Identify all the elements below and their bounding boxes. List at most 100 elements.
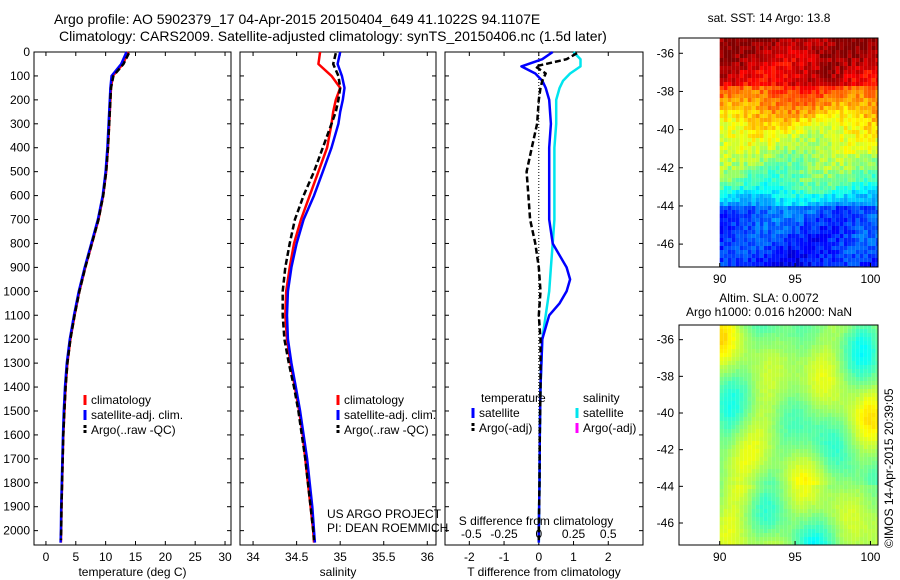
map-cell xyxy=(795,457,800,461)
map-cell xyxy=(727,425,732,429)
map-cell xyxy=(743,218,748,222)
map-cell xyxy=(851,102,856,106)
map-cell xyxy=(871,409,876,413)
map-cell xyxy=(851,234,856,238)
map-cell xyxy=(799,393,804,397)
map-cell xyxy=(851,78,856,82)
map-heatmap xyxy=(719,325,878,545)
map-cell xyxy=(719,449,724,453)
map-cell xyxy=(719,162,724,166)
map-cell xyxy=(867,329,872,333)
map-cell xyxy=(779,325,784,329)
map-cell xyxy=(863,198,868,202)
map-cell xyxy=(799,146,804,150)
map-cell xyxy=(775,429,780,433)
map-cell xyxy=(759,102,764,106)
map-cell xyxy=(779,381,784,385)
map-cell xyxy=(835,489,840,493)
map-cell xyxy=(759,409,764,413)
map-cell xyxy=(815,230,820,234)
map-cell xyxy=(771,170,776,174)
map-cell xyxy=(755,345,760,349)
x-tick-label: 34.5 xyxy=(285,550,309,564)
map-cell xyxy=(719,90,724,94)
map-cell xyxy=(747,469,752,473)
map-cell xyxy=(827,433,832,437)
map-cell xyxy=(775,433,780,437)
map-cell xyxy=(799,425,804,429)
map-cell xyxy=(827,106,832,110)
map-cell xyxy=(755,381,760,385)
y-tick-label: 1100 xyxy=(4,308,30,322)
map-cell xyxy=(747,489,752,493)
map-cell xyxy=(771,413,776,417)
map-cell xyxy=(787,134,792,138)
map-cell xyxy=(783,453,788,457)
map-cell xyxy=(751,397,756,401)
legend-label: climatology xyxy=(91,393,151,407)
map-cell xyxy=(799,154,804,158)
map-cell xyxy=(759,425,764,429)
map-cell xyxy=(747,174,752,178)
map-cell xyxy=(755,178,760,182)
map-cell xyxy=(771,389,776,393)
map-border xyxy=(678,324,879,546)
map-cell xyxy=(763,529,768,533)
map-cell xyxy=(867,194,872,198)
map-cell xyxy=(767,90,772,94)
map-cell xyxy=(755,337,760,341)
map-cell xyxy=(835,397,840,401)
map-cell xyxy=(819,210,824,214)
map-cell xyxy=(819,110,824,114)
map-cell xyxy=(807,230,812,234)
map-cell xyxy=(743,509,748,513)
map-cell xyxy=(747,365,752,369)
map-cell xyxy=(767,465,772,469)
map-cell xyxy=(791,505,796,509)
map-cell xyxy=(835,130,840,134)
map-cell xyxy=(795,138,800,142)
map-cell xyxy=(727,377,732,381)
map-cell xyxy=(799,150,804,154)
map-cell xyxy=(763,493,768,497)
map-cell xyxy=(767,525,772,529)
map-cell xyxy=(719,437,724,441)
map-cell xyxy=(835,142,840,146)
map-cell xyxy=(759,413,764,417)
map-cell xyxy=(847,481,852,485)
map-cell xyxy=(827,485,832,489)
map-cell xyxy=(843,122,848,126)
map-cell xyxy=(795,262,800,266)
map-cell xyxy=(771,421,776,425)
map-cell xyxy=(739,262,744,266)
map-cell xyxy=(783,134,788,138)
map-cell xyxy=(739,509,744,513)
map-cell xyxy=(867,226,872,230)
map-cell xyxy=(719,397,724,401)
map-cell xyxy=(771,533,776,537)
map-cell xyxy=(871,146,876,150)
map-cell xyxy=(859,150,864,154)
map-cell xyxy=(727,457,732,461)
map-cell xyxy=(787,521,792,525)
map-cell xyxy=(743,202,748,206)
map-cell xyxy=(739,54,744,58)
map-cell xyxy=(767,473,772,477)
map-cell xyxy=(815,509,820,513)
map-cell xyxy=(731,234,736,238)
map-cell xyxy=(739,58,744,62)
map-cell xyxy=(867,449,872,453)
map-cell xyxy=(739,178,744,182)
map-cell xyxy=(763,202,768,206)
map-cell xyxy=(795,497,800,501)
map-cell xyxy=(831,401,836,405)
map-cell xyxy=(803,210,808,214)
map-cell xyxy=(783,409,788,413)
map-cell xyxy=(807,258,812,262)
map-cell xyxy=(763,50,768,54)
map-cell xyxy=(767,190,772,194)
map-cell xyxy=(759,369,764,373)
map-cell xyxy=(723,373,728,377)
map-cell xyxy=(751,86,756,90)
map-cell xyxy=(803,329,808,333)
